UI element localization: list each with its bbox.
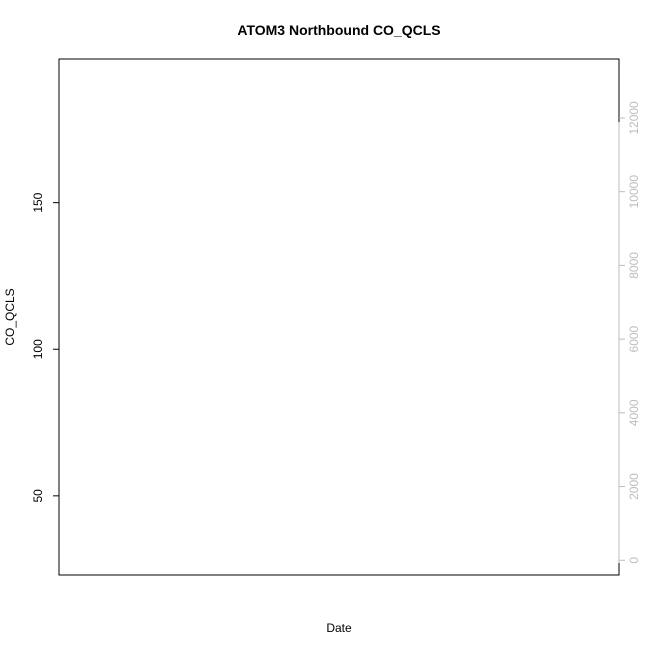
y-axis: 50 100 150: [31, 192, 60, 503]
secondary-y-tick-label: 12000: [627, 101, 641, 135]
y-tick-label: 150: [31, 192, 45, 212]
secondary-y-tick-label: 8000: [627, 252, 641, 279]
secondary-y-tick-label: 10000: [627, 175, 641, 209]
secondary-y-tick-label: 4000: [627, 399, 641, 426]
x-axis-title: Date: [326, 621, 352, 635]
secondary-y-tick-label: 0: [627, 557, 641, 564]
secondary-y-tick-label: 6000: [627, 325, 641, 352]
y-tick-label: 100: [31, 339, 45, 359]
y-axis-title: CO_QCLS: [3, 288, 17, 345]
secondary-y-tick-label: 2000: [627, 473, 641, 500]
x-axis: Oct 15Oct 17Oct 19Oct 21Oct 23Oct 25: [88, 574, 556, 576]
secondary-y-axis: 0 2000 4000 6000 8000 10000 12000: [618, 101, 641, 564]
chart-title: ATOM3 Northbound CO_QCLS: [237, 22, 440, 38]
y-tick-label: 50: [31, 489, 45, 503]
